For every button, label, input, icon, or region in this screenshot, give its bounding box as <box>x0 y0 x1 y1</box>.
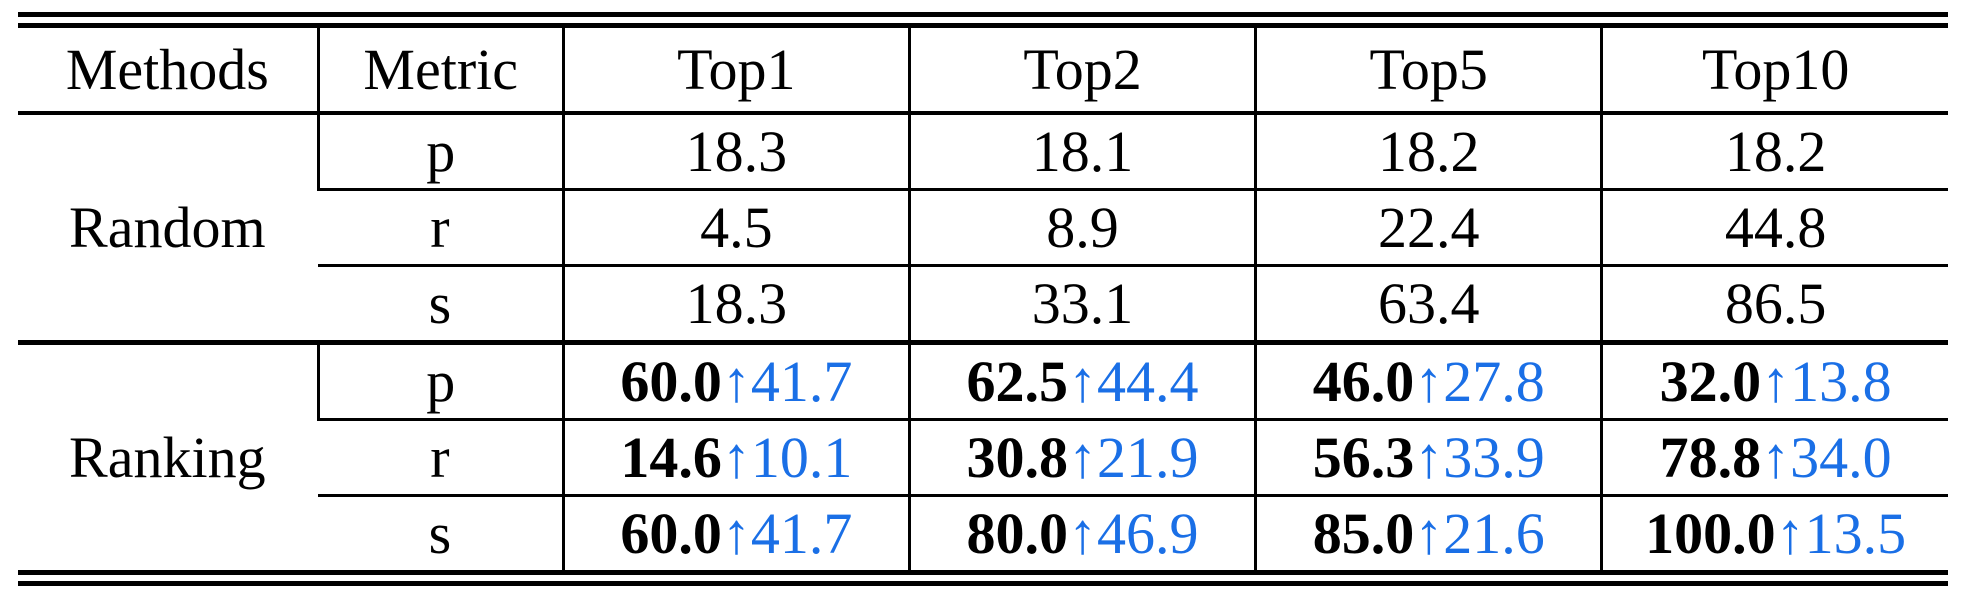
gain-cell: 56.3↑33.9 <box>1254 418 1602 496</box>
base-value: 78.8 <box>1659 424 1762 490</box>
arrow-up-icon: ↑ <box>1068 500 1098 566</box>
gain-cell: 80.0↑46.9 <box>907 494 1256 570</box>
arrow-up-icon: ↑ <box>1761 424 1791 490</box>
arrow-up-icon: ↑ <box>1068 424 1098 490</box>
arrow-up-icon: ↑ <box>721 500 751 566</box>
table-row: r 4.5 8.9 22.4 44.8 <box>18 188 1948 266</box>
table-row: s 18.3 33.1 63.4 86.5 <box>18 264 1948 343</box>
table-row: s 60.0↑41.7 80.0↑46.9 85.0↑21.6 100.0↑13… <box>18 494 1948 570</box>
method-ranking: Ranking <box>18 340 319 570</box>
header-methods: Methods <box>65 36 269 102</box>
base-value: 32.0 <box>1659 348 1762 414</box>
gain-cell: 100.0↑13.5 <box>1600 494 1948 570</box>
gain-cell: 60.0↑41.7 <box>561 340 910 420</box>
base-value: 85.0 <box>1312 500 1415 566</box>
arrow-up-icon: ↑ <box>1414 424 1444 490</box>
header-metric: Metric <box>316 28 564 113</box>
gain-value: 21.6 <box>1443 500 1545 566</box>
base-value: 100.0 <box>1645 500 1776 566</box>
table-row: r 14.6↑10.1 30.8↑21.9 56.3↑33.9 78.8↑34.… <box>18 418 1948 496</box>
value-cell: 18.3 <box>561 111 910 190</box>
value-cell: 22.4 <box>1254 188 1602 266</box>
gain-value: 10.1 <box>750 424 853 490</box>
gain-value: 46.9 <box>1097 500 1199 566</box>
gain-value: 44.4 <box>1097 348 1199 414</box>
header-top2: Top2 <box>907 28 1256 113</box>
base-value: 62.5 <box>966 348 1069 414</box>
base-value: 30.8 <box>966 424 1069 490</box>
metric-cell: p <box>316 340 564 420</box>
value-cell: 18.1 <box>907 111 1256 190</box>
base-value: 80.0 <box>966 500 1069 566</box>
gain-cell: 46.0↑27.8 <box>1254 340 1602 420</box>
value-cell: 63.4 <box>1254 264 1602 343</box>
results-table-container: Methods Metric Top1 Top2 Top5 Top10 Rand… <box>18 12 1948 586</box>
value-cell: 33.1 <box>907 264 1256 343</box>
metric-cell: s <box>318 264 564 343</box>
metric-cell: s <box>318 494 564 570</box>
arrow-up-icon: ↑ <box>1775 500 1805 566</box>
gain-value: 27.8 <box>1443 348 1545 414</box>
gain-value: 41.7 <box>750 500 853 566</box>
arrow-up-icon: ↑ <box>1414 500 1444 566</box>
gain-cell: 32.0↑13.8 <box>1600 340 1948 420</box>
gain-cell: 14.6↑10.1 <box>561 418 910 496</box>
results-table: Methods Metric Top1 Top2 Top5 Top10 Rand… <box>18 28 1948 570</box>
value-cell: 8.9 <box>907 188 1256 266</box>
metric-cell: r <box>318 188 564 266</box>
base-value: 14.6 <box>620 424 722 490</box>
gain-value: 13.8 <box>1790 348 1892 414</box>
base-value: 60.0 <box>620 348 722 414</box>
method-random: Random <box>18 111 319 343</box>
table-row: Ranking p 60.0↑41.7 62.5↑44.4 46.0↑27.8 … <box>18 340 1948 570</box>
value-cell: 18.2 <box>1254 111 1602 190</box>
arrow-up-icon: ↑ <box>1761 348 1791 414</box>
ranking-group: Ranking p 60.0↑41.7 62.5↑44.4 46.0↑27.8 … <box>18 340 1948 570</box>
top-double-rule <box>18 12 1948 28</box>
value-cell: 18.3 <box>561 264 910 343</box>
arrow-up-icon: ↑ <box>721 424 751 490</box>
header-top1: Top1 <box>561 28 910 113</box>
gain-value: 34.0 <box>1790 424 1892 490</box>
value-cell: 86.5 <box>1600 264 1948 343</box>
base-value: 46.0 <box>1312 348 1415 414</box>
gain-cell: 62.5↑44.4 <box>907 340 1256 420</box>
base-value: 60.0 <box>620 500 722 566</box>
random-group: Random p 18.3 18.1 18.2 18.2 r 4.5 8.9 2… <box>18 111 1948 343</box>
value-cell: 18.2 <box>1600 111 1948 190</box>
gain-value: 13.5 <box>1804 500 1907 566</box>
base-value: 56.3 <box>1312 424 1415 490</box>
gain-cell: 78.8↑34.0 <box>1600 418 1948 496</box>
gain-value: 41.7 <box>750 348 853 414</box>
value-cell: 44.8 <box>1600 188 1948 266</box>
bottom-double-rule <box>18 570 1948 586</box>
arrow-up-icon: ↑ <box>1414 348 1444 414</box>
header-top5: Top5 <box>1254 28 1602 113</box>
value-cell: 4.5 <box>561 188 910 266</box>
metric-cell: p <box>316 111 564 190</box>
arrow-up-icon: ↑ <box>721 348 751 414</box>
arrow-up-icon: ↑ <box>1068 348 1098 414</box>
metric-cell: r <box>318 418 564 496</box>
header-top10: Top10 <box>1600 28 1948 113</box>
gain-value: 33.9 <box>1443 424 1545 490</box>
header-row: Methods Metric Top1 Top2 Top5 Top10 <box>18 28 1948 113</box>
gain-cell: 85.0↑21.6 <box>1254 494 1602 570</box>
gain-cell: 60.0↑41.7 <box>561 494 910 570</box>
gain-cell: 30.8↑21.9 <box>907 418 1256 496</box>
table-row: Random p 18.3 18.1 18.2 18.2 <box>18 111 1948 343</box>
gain-value: 21.9 <box>1097 424 1199 490</box>
